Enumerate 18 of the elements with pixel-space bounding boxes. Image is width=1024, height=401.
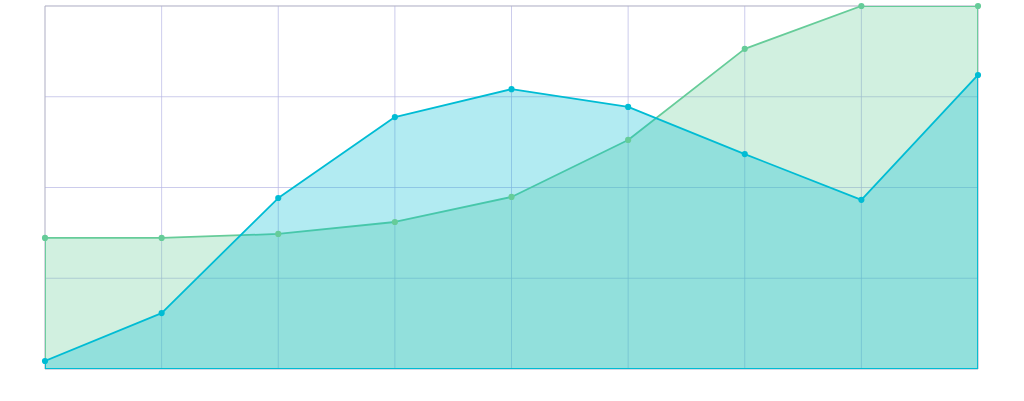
point [625, 136, 632, 144]
point [974, 71, 982, 79]
point [625, 103, 632, 110]
point [741, 45, 748, 52]
point [158, 234, 165, 242]
point [391, 113, 398, 121]
point [41, 234, 49, 242]
point [275, 194, 282, 202]
point [741, 151, 748, 158]
point [391, 218, 398, 226]
point [974, 2, 982, 10]
point [858, 196, 865, 203]
point [158, 310, 165, 317]
point [508, 86, 515, 93]
point [858, 2, 865, 10]
point [508, 193, 515, 201]
point [41, 357, 49, 365]
point [275, 230, 282, 238]
